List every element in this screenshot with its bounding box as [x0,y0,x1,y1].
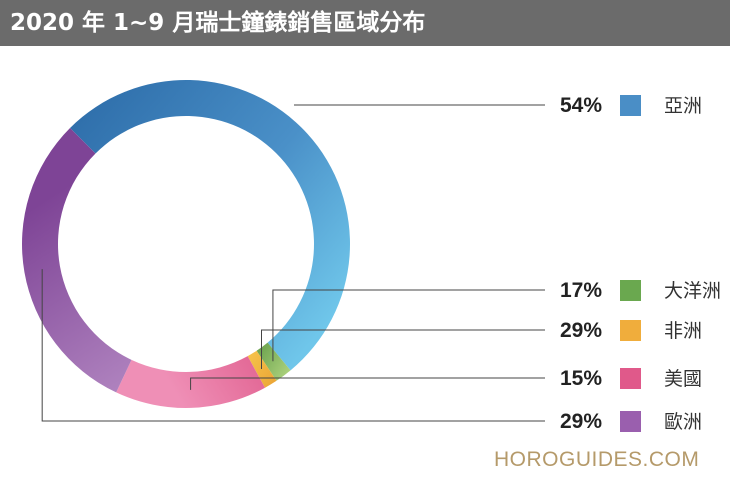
value-label-usa: 15% [560,367,602,390]
leader-line-usa [190,377,545,390]
legend-swatch-europe [620,411,641,432]
value-label-oceania: 17% [560,279,602,302]
slice-oceania [256,342,291,381]
leader-line-africa [261,329,545,369]
legend-swatch-oceania [620,280,641,301]
legend-swatch-asia [620,95,641,116]
leader-line-europe [41,269,545,422]
watermark: HOROGUIDES.COM [494,448,700,471]
legend-swatch-usa [620,368,641,389]
value-label-asia: 54% [560,94,602,117]
legend-swatch-africa [620,320,641,341]
leader-line-oceania [272,289,545,362]
legend-label-asia: 亞洲 [664,95,702,117]
legend-label-oceania: 大洋洲 [664,280,721,302]
value-label-europe: 29% [560,410,602,433]
chart-title: 2020 年 1~9 月瑞士鐘錶銷售區域分布 [0,0,730,46]
legend-label-europe: 歐洲 [664,411,702,433]
slice-asia [70,79,351,371]
legend-label-africa: 非洲 [664,320,702,342]
slice-europe [22,128,132,393]
legend-label-usa: 美國 [664,368,702,390]
value-label-africa: 29% [560,319,602,342]
